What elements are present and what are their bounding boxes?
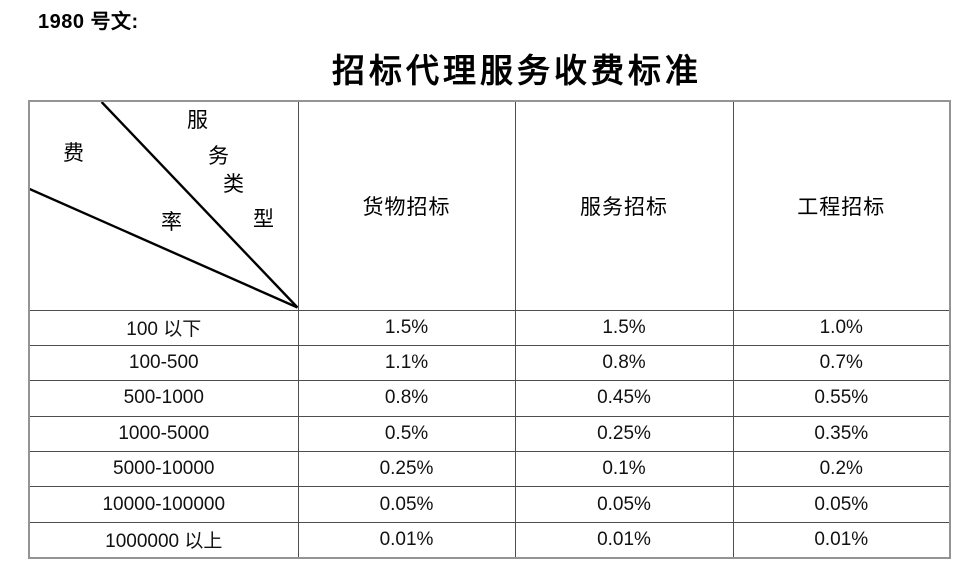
fee-rate-cell: 1.1% (297, 344, 516, 382)
fee-rate-cell: 0.35% (732, 415, 951, 453)
fee-rate-cell: 0.1% (514, 451, 734, 488)
corner-service-type-char: 务 (208, 144, 229, 168)
table-row: 500-1000 0.8% 0.45% 0.55% (28, 380, 951, 417)
amount-range-cell: 5000-10000 (28, 451, 299, 488)
fee-rate-cell: 0.5% (297, 415, 516, 453)
amount-range-cell: 100 以下 (28, 309, 299, 346)
fee-rate-cell: 0.25% (297, 451, 516, 488)
table-row: 1000-5000 0.5% 0.25% 0.35% (28, 415, 951, 453)
diagonal-line-lower (30, 187, 297, 309)
table-row: 100-500 1.1% 0.8% 0.7% (28, 344, 951, 382)
diagonal-line-upper (100, 102, 297, 309)
amount-range-cell: 10000-100000 (28, 486, 299, 523)
fee-rate-cell: 0.05% (732, 486, 951, 523)
fee-rate-cell: 0.01% (297, 521, 516, 559)
corner-fee-rate-char: 率 (161, 210, 182, 234)
column-header-services: 服务招标 (514, 100, 734, 311)
fee-standard-table: 服 务 类 型 费 率 中标金额（万元） 货物招标 服务招标 工程招标 100 … (28, 100, 951, 559)
fee-rate-cell: 0.01% (732, 521, 951, 559)
fee-rate-cell: 0.05% (514, 486, 734, 523)
amount-range-cell: 1000000 以上 (28, 521, 299, 559)
fee-rate-cell: 1.0% (732, 309, 951, 346)
amount-range-cell: 100-500 (28, 344, 299, 382)
fee-rate-cell: 1.5% (514, 309, 734, 346)
fee-rate-cell: 0.25% (514, 415, 734, 453)
corner-service-type-char: 型 (253, 207, 274, 231)
fee-rate-cell: 0.8% (297, 380, 516, 417)
corner-fee-rate-char: 费 (63, 141, 84, 165)
page-title: 招标代理服务收费标准 (332, 54, 702, 90)
page-title-container: 招标代理服务收费标准 (0, 44, 976, 92)
table-row: 1000000 以上 0.01% 0.01% 0.01% (28, 521, 951, 559)
table-row: 100 以下 1.5% 1.5% 1.0% (28, 309, 951, 346)
fee-rate-cell: 1.5% (297, 309, 516, 346)
fee-rate-cell: 0.7% (732, 344, 951, 382)
fee-rate-cell: 0.55% (732, 380, 951, 417)
diagonal-divider (30, 102, 297, 309)
amount-range-cell: 1000-5000 (28, 415, 299, 453)
table-row: 5000-10000 0.25% 0.1% 0.2% (28, 451, 951, 488)
table-corner-cell: 服 务 类 型 费 率 中标金额（万元） (28, 100, 299, 311)
fee-rate-cell: 0.05% (297, 486, 516, 523)
fee-rate-cell: 0.2% (732, 451, 951, 488)
fee-rate-cell: 0.8% (514, 344, 734, 382)
amount-range-cell: 500-1000 (28, 380, 299, 417)
corner-service-type-char: 服 (187, 108, 208, 132)
column-header-engineering: 工程招标 (732, 100, 951, 311)
corner-service-type-char: 类 (223, 172, 244, 196)
table-header-row: 服 务 类 型 费 率 中标金额（万元） 货物招标 服务招标 工程招标 (28, 100, 951, 311)
column-header-goods: 货物招标 (297, 100, 516, 311)
document-ref-label: 1980 号文: (38, 11, 139, 33)
fee-rate-cell: 0.01% (514, 521, 734, 559)
fee-rate-cell: 0.45% (514, 380, 734, 417)
table-row: 10000-100000 0.05% 0.05% 0.05% (28, 486, 951, 523)
